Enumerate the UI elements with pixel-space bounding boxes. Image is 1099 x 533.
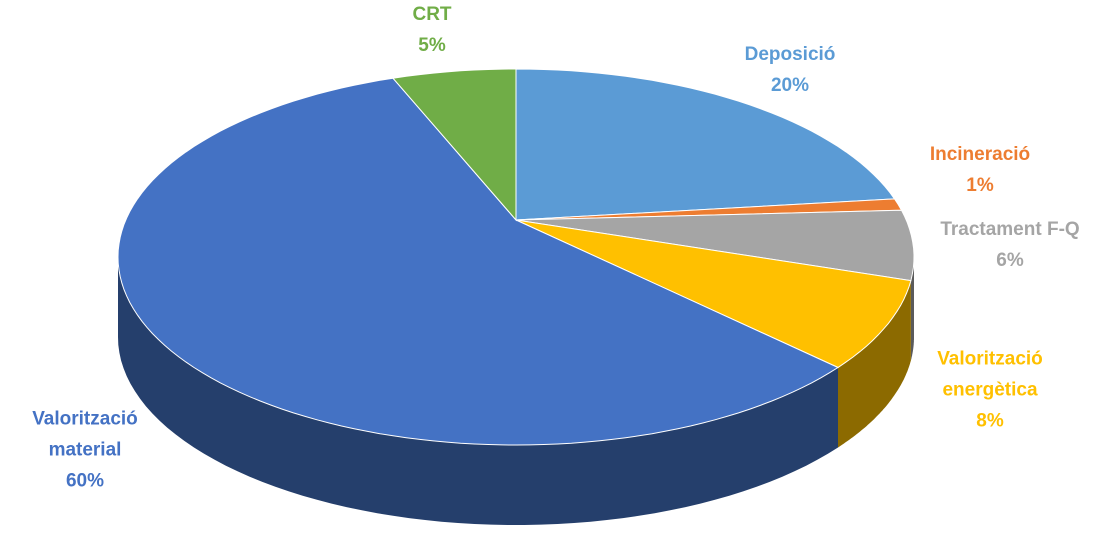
slice — [515, 219, 912, 369]
slice — [392, 68, 517, 222]
category-label: CRT — [412, 4, 452, 25]
data-label: Deposició 20% — [690, 39, 890, 101]
data-label: Valorització material 60% — [5, 404, 165, 497]
value-label: 8% — [976, 410, 1004, 432]
slice — [515, 68, 896, 221]
data-label: Incineració 1% — [880, 139, 1080, 201]
value-label: 5% — [418, 35, 446, 56]
slice-side — [118, 257, 838, 525]
category-label: Tractament F-Q — [940, 219, 1080, 240]
category-label: Valorització energètica — [937, 348, 1043, 401]
slice-side — [910, 257, 914, 361]
slice — [117, 77, 840, 446]
category-label: Incineració — [929, 144, 1031, 165]
data-label: CRT 5% — [372, 0, 492, 61]
category-label: Valorització material — [32, 408, 138, 461]
category-label: Deposició — [744, 44, 836, 65]
value-label: 60% — [65, 470, 105, 492]
slice-side — [838, 280, 911, 448]
slice — [515, 209, 915, 282]
data-label: Tractament F-Q 6% — [910, 214, 1099, 276]
value-label: 6% — [996, 250, 1024, 271]
value-label: 1% — [966, 175, 994, 196]
data-label: Valorització energètica 8% — [910, 344, 1070, 437]
value-label: 20% — [770, 75, 810, 96]
